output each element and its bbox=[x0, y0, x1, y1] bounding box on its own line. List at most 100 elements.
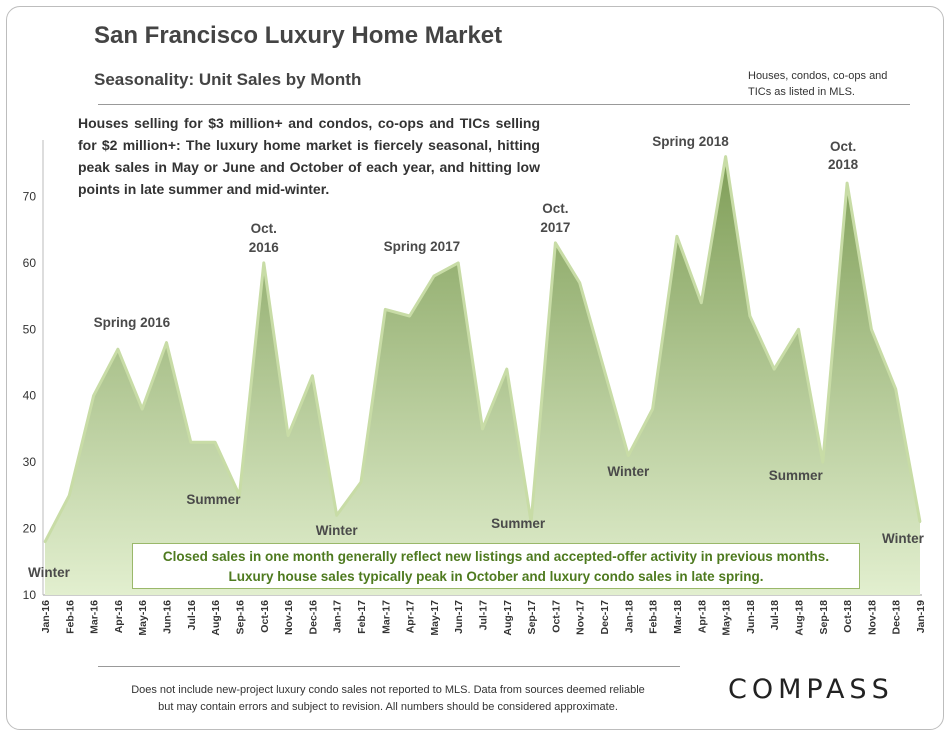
x-tick-label: Nov-17 bbox=[575, 600, 587, 635]
source-note: Houses, condos, co-ops and TICs as liste… bbox=[748, 70, 888, 98]
data-point bbox=[262, 261, 265, 265]
x-tick-label: Feb-17 bbox=[356, 600, 368, 634]
data-point bbox=[724, 155, 727, 158]
footer-line-1: Does not include new-project luxury cond… bbox=[131, 684, 645, 696]
x-tick-label: Aug-17 bbox=[502, 600, 514, 636]
x-tick-label: Jun-17 bbox=[453, 600, 465, 634]
y-tick-label: 70 bbox=[23, 189, 37, 203]
x-tick-label: Oct-16 bbox=[259, 600, 271, 633]
annotation-label: Summer bbox=[186, 492, 241, 507]
data-point bbox=[165, 341, 168, 344]
annotation-label: 2018 bbox=[828, 157, 859, 172]
x-tick-label: Jul-17 bbox=[478, 600, 490, 631]
data-point bbox=[627, 454, 630, 457]
x-tick-label: Apr-18 bbox=[696, 600, 708, 633]
x-tick-label: Jun-16 bbox=[162, 600, 174, 634]
data-point bbox=[529, 520, 533, 524]
data-point bbox=[141, 407, 144, 411]
x-tick-label: Jul-16 bbox=[186, 600, 198, 631]
data-point bbox=[578, 281, 581, 284]
data-point bbox=[481, 427, 484, 431]
data-point bbox=[384, 308, 387, 311]
x-tick-label: Jun-18 bbox=[745, 600, 757, 634]
data-point bbox=[432, 274, 436, 278]
data-point bbox=[505, 367, 508, 371]
annotation-label: 2017 bbox=[540, 220, 570, 235]
data-point bbox=[189, 441, 192, 444]
data-point bbox=[700, 301, 703, 304]
data-point bbox=[773, 367, 776, 371]
x-tick-label: Aug-16 bbox=[210, 600, 222, 636]
compass-logo: COMPASS bbox=[728, 674, 894, 705]
annotation-label: Summer bbox=[491, 516, 546, 531]
footer-note: Does not include new-project luxury cond… bbox=[92, 682, 684, 716]
x-tick-label: Jan-17 bbox=[332, 600, 344, 633]
x-tick-label: May-18 bbox=[721, 600, 733, 636]
annotation-label: Oct. bbox=[542, 201, 568, 216]
y-axis: 10 20 30 40 50 60 70 bbox=[23, 189, 37, 602]
data-point bbox=[748, 314, 752, 318]
y-tick-label: 40 bbox=[23, 389, 37, 403]
x-tick-label: Jan-18 bbox=[623, 600, 635, 633]
data-point bbox=[68, 494, 71, 497]
y-tick-label: 60 bbox=[23, 256, 37, 270]
data-point bbox=[894, 387, 897, 391]
x-tick-label: Apr-16 bbox=[113, 600, 125, 633]
x-tick-label: Mar-17 bbox=[380, 600, 392, 634]
y-tick-label: 50 bbox=[23, 322, 37, 336]
data-point bbox=[870, 328, 873, 331]
x-tick-label: May-16 bbox=[137, 600, 149, 636]
x-tick-label: Dec-17 bbox=[599, 600, 611, 635]
x-tick-label: Mar-18 bbox=[672, 600, 684, 634]
x-tick-label: Sep-17 bbox=[526, 600, 538, 635]
x-tick-label: Aug-18 bbox=[793, 600, 805, 636]
data-point bbox=[845, 181, 849, 185]
data-point bbox=[311, 374, 314, 377]
series-area bbox=[45, 156, 920, 595]
data-point bbox=[238, 494, 241, 497]
data-point bbox=[602, 367, 606, 371]
x-tick-label: Feb-16 bbox=[64, 600, 76, 634]
annotation-label: Oct. bbox=[251, 221, 277, 236]
x-tick-label: Dec-18 bbox=[891, 600, 903, 635]
x-tick-label: Dec-16 bbox=[307, 600, 319, 635]
page-title: San Francisco Luxury Home Market bbox=[94, 22, 503, 49]
footer-divider bbox=[98, 666, 680, 667]
chart-description: Houses selling for $3 million+ and condo… bbox=[78, 115, 540, 197]
data-point bbox=[359, 480, 363, 484]
callout-line-1: Closed sales in one month generally refl… bbox=[162, 549, 830, 564]
data-point bbox=[286, 434, 290, 437]
x-tick-label: Feb-18 bbox=[648, 600, 660, 634]
x-tick-label: Mar-16 bbox=[89, 600, 101, 634]
data-point bbox=[116, 348, 120, 351]
header-divider bbox=[98, 104, 910, 105]
annotation-label: Winter bbox=[882, 531, 925, 546]
annotation-label: Spring 2017 bbox=[384, 239, 461, 254]
x-tick-label: Apr-17 bbox=[405, 600, 417, 633]
x-tick-label: May-17 bbox=[429, 600, 441, 636]
data-point bbox=[213, 441, 217, 444]
callout-box: Closed sales in one month generally refl… bbox=[132, 543, 860, 589]
x-tick-label: Jul-18 bbox=[769, 600, 781, 631]
data-point bbox=[651, 407, 654, 411]
data-point bbox=[457, 261, 460, 265]
x-tick-label: Sep-16 bbox=[234, 600, 246, 635]
data-point bbox=[797, 328, 800, 331]
annotation-label: Oct. bbox=[830, 139, 856, 154]
annotations: Winter Spring 2016 Summer Oct. 2016 Winter Spr… bbox=[28, 134, 925, 580]
data-point bbox=[43, 540, 47, 544]
x-tick-label: Jan-19 bbox=[915, 600, 927, 633]
data-point bbox=[821, 460, 824, 464]
data-point bbox=[554, 241, 557, 245]
x-tick-label: Sep-18 bbox=[818, 600, 830, 635]
data-point bbox=[92, 394, 95, 397]
y-tick-label: 30 bbox=[23, 455, 37, 469]
annotation-label: Winter bbox=[316, 523, 359, 538]
annotation-label: 2016 bbox=[249, 240, 280, 255]
data-point bbox=[675, 235, 679, 238]
y-tick-label: 10 bbox=[23, 588, 37, 602]
data-point bbox=[918, 520, 922, 524]
y-tick-label: 20 bbox=[23, 522, 37, 536]
x-tick-label: Jan-16 bbox=[40, 600, 52, 633]
